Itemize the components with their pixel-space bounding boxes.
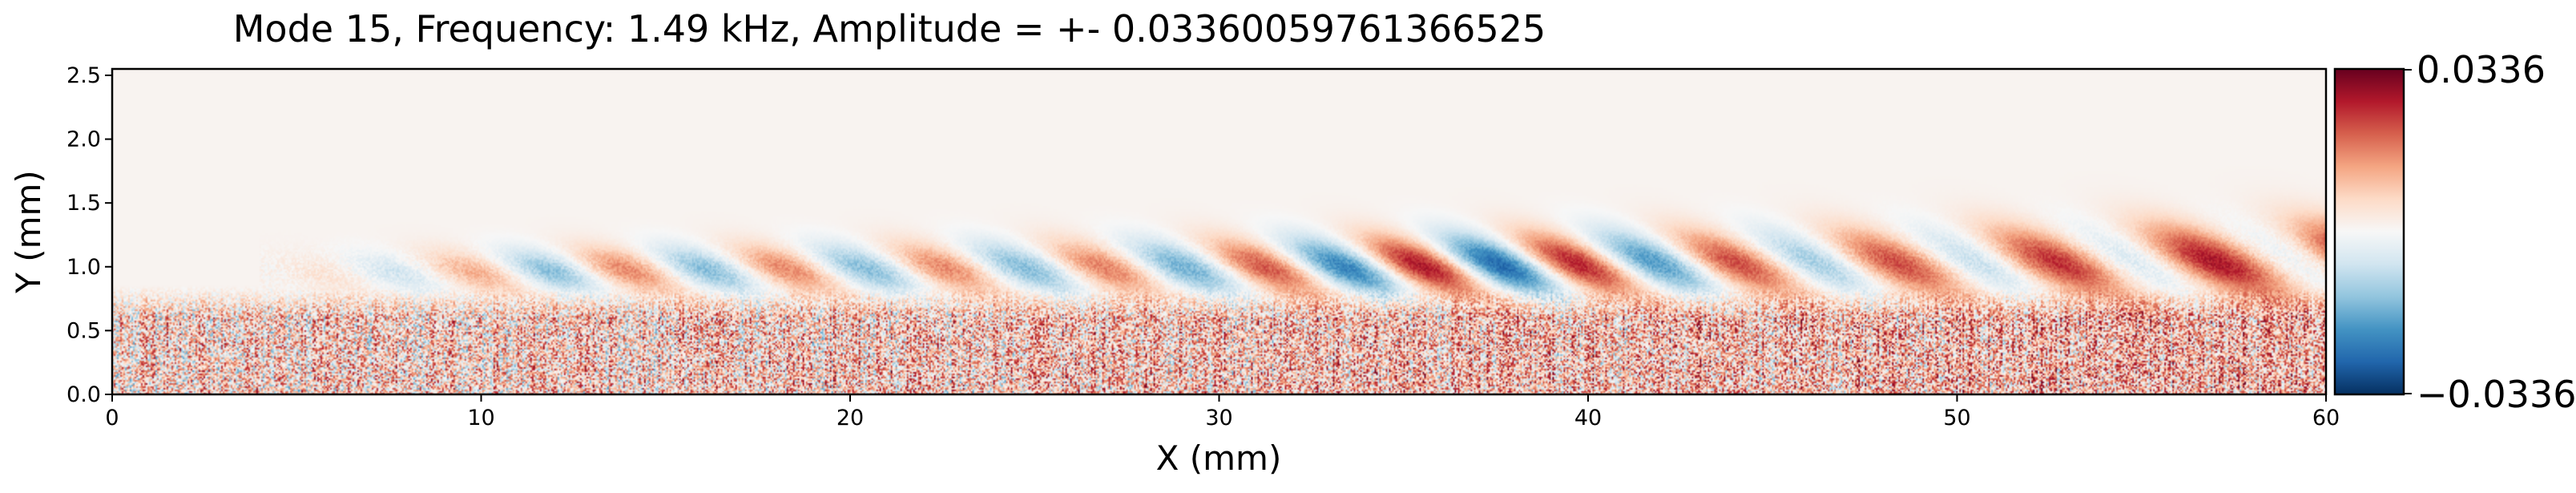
x-tick-label: 10	[467, 406, 494, 430]
y-axis: 0.0 0.5 1.0 1.5 2.0 2.5	[67, 63, 112, 407]
y-tick-label: 2.0	[67, 127, 101, 152]
y-tick-label: 1.0	[67, 255, 101, 280]
colorbar-gradient	[2333, 67, 2405, 396]
y-tick-label: 0.5	[67, 318, 101, 343]
chart-title: Mode 15, Frequency: 1.49 kHz, Amplitude …	[233, 7, 1546, 51]
x-axis-label: X (mm)	[1156, 438, 1282, 478]
x-axis: 0 10 20 30 40 50 60	[105, 394, 2340, 430]
x-tick-label: 60	[2312, 406, 2340, 430]
y-tick-label: 1.5	[67, 191, 101, 216]
y-axis-label: Y (mm)	[9, 170, 48, 294]
x-tick-label: 50	[1943, 406, 1970, 430]
plot-area	[111, 67, 2328, 396]
x-tick-label: 40	[1574, 406, 1602, 430]
colorbar-max-label: 0.0336	[2417, 48, 2546, 91]
heatmap-image	[112, 69, 2326, 394]
y-tick-label: 2.5	[67, 63, 101, 88]
colorbar: 0.0336 −0.0336	[2333, 48, 2576, 416]
x-tick-label: 30	[1205, 406, 1232, 430]
y-tick-label: 0.0	[67, 382, 101, 407]
x-tick-label: 20	[836, 406, 864, 430]
x-tick-label: 0	[105, 406, 119, 430]
colorbar-min-label: −0.0336	[2417, 373, 2576, 416]
